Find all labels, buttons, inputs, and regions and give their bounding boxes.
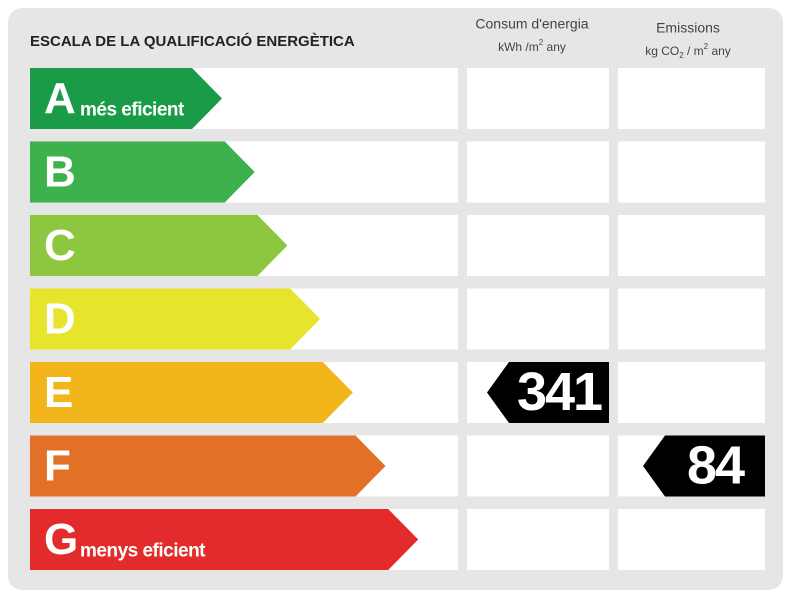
rating-arrow	[30, 141, 255, 203]
rating-letter: B	[44, 148, 76, 197]
rating-letter: G	[44, 515, 78, 564]
rating-note: menys eficient	[80, 541, 206, 562]
label-title: ESCALA DE LA QUALIFICACIÓ ENERGÈTICA	[30, 32, 355, 50]
emissions-badge	[643, 435, 765, 497]
consumption-badge	[487, 362, 609, 423]
rating-arrow	[30, 435, 386, 497]
emissions-value: 84	[687, 435, 745, 495]
rating-letter: C	[44, 221, 76, 270]
rating-arrow	[30, 68, 222, 129]
unit-part: any	[708, 44, 731, 58]
emissions-cell	[618, 141, 765, 203]
emissions-cell	[618, 68, 765, 129]
rating-note: més eficient	[80, 100, 185, 121]
rating-arrow	[30, 509, 419, 570]
consumption-cell	[467, 509, 609, 570]
emissions-cell	[618, 509, 765, 570]
unit-part: / m	[684, 44, 704, 58]
consumption-value: 341	[517, 362, 602, 422]
emissions-cell	[618, 362, 765, 423]
unit-part: kg CO	[645, 44, 679, 58]
rating-letter: D	[44, 295, 76, 344]
consumption-cell	[467, 435, 609, 497]
consumption-cell	[467, 68, 609, 129]
consumption-cell	[467, 141, 609, 203]
unit-part: kWh /m	[498, 40, 539, 54]
emissions-unit: kg CO2 / m2 any	[645, 42, 731, 60]
consumption-header: Consum d'energia	[475, 16, 588, 32]
unit-part: 2	[539, 38, 544, 47]
rating-arrow	[30, 215, 288, 276]
unit-part: 2	[704, 42, 709, 51]
consumption-cell	[467, 288, 609, 350]
rating-letter: F	[44, 442, 71, 491]
emissions-cell	[618, 215, 765, 276]
emissions-cell	[618, 288, 765, 350]
emissions-header: Emissions	[656, 20, 720, 36]
consumption-unit: kWh /m2 any	[498, 38, 566, 54]
consumption-cell	[467, 215, 609, 276]
rating-letter: E	[44, 368, 73, 417]
rating-arrow	[30, 288, 321, 350]
rating-letter: A	[44, 74, 76, 123]
unit-part: 2	[679, 51, 684, 60]
unit-part: any	[543, 40, 566, 54]
rating-arrow	[30, 362, 353, 423]
